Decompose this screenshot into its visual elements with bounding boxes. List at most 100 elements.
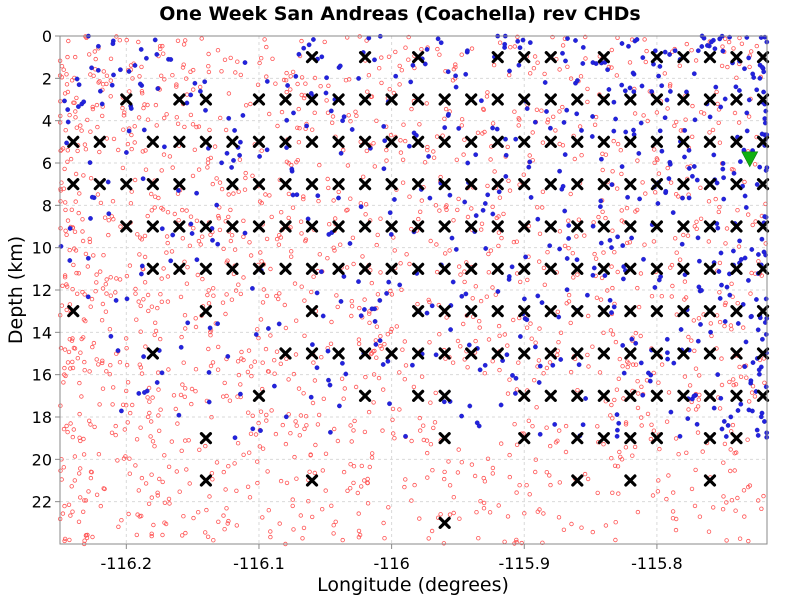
red-circle-point bbox=[363, 202, 369, 207]
red-circle-point bbox=[114, 276, 119, 281]
blue-dot-point bbox=[754, 427, 760, 433]
blue-dot-point bbox=[652, 48, 658, 54]
red-circle-point bbox=[188, 69, 193, 74]
red-circle-point bbox=[219, 186, 225, 192]
black-x-point bbox=[120, 220, 133, 233]
blue-dot-point bbox=[749, 247, 755, 252]
red-circle-point bbox=[182, 394, 187, 399]
blue-dot-point bbox=[575, 78, 580, 83]
black-x-point bbox=[597, 262, 610, 275]
blue-dot-point bbox=[548, 125, 553, 131]
red-circle-point bbox=[170, 72, 175, 78]
red-circle-point bbox=[63, 127, 68, 133]
black-x-point bbox=[571, 178, 584, 191]
red-circle-point bbox=[392, 436, 397, 441]
red-circle-point bbox=[248, 253, 254, 258]
blue-dot-point bbox=[754, 182, 760, 187]
red-circle-point bbox=[469, 206, 474, 211]
red-circle-point bbox=[557, 67, 562, 72]
red-circle-point bbox=[338, 242, 343, 247]
red-circle-point bbox=[65, 148, 70, 153]
red-circle-point bbox=[79, 128, 84, 133]
red-circle-point bbox=[632, 444, 638, 450]
red-circle-point bbox=[210, 286, 216, 291]
blue-dot-point bbox=[662, 115, 668, 121]
red-circle-point bbox=[79, 394, 84, 399]
red-circle-point bbox=[482, 129, 487, 135]
black-x-point bbox=[438, 262, 451, 275]
red-circle-point bbox=[217, 205, 222, 210]
red-circle-point bbox=[458, 272, 463, 277]
red-circle-point bbox=[592, 251, 597, 257]
black-x-point bbox=[703, 178, 717, 191]
blue-dot-point bbox=[448, 327, 453, 332]
blue-dot-point bbox=[682, 128, 688, 133]
red-circle-point bbox=[642, 37, 647, 42]
red-circle-point bbox=[276, 242, 282, 247]
red-circle-point bbox=[693, 467, 698, 473]
black-x-point bbox=[544, 347, 557, 360]
red-circle-point bbox=[206, 288, 211, 293]
red-circle-point bbox=[176, 217, 181, 223]
black-x-point bbox=[624, 389, 637, 402]
red-circle-point bbox=[161, 266, 166, 271]
red-circle-point bbox=[241, 452, 246, 457]
red-circle-point bbox=[264, 293, 270, 299]
red-circle-point bbox=[250, 413, 255, 418]
red-circle-point bbox=[158, 73, 164, 78]
blue-dot-point bbox=[528, 195, 534, 200]
black-x-point bbox=[358, 178, 372, 191]
red-circle-point bbox=[85, 117, 90, 123]
red-circle-point bbox=[220, 300, 226, 305]
blue-dot-point bbox=[124, 150, 129, 155]
blue-dot-point bbox=[377, 298, 383, 303]
blue-dot-point bbox=[699, 288, 704, 293]
red-circle-point bbox=[560, 104, 565, 110]
red-circle-point bbox=[197, 447, 202, 452]
blue-dot-point bbox=[619, 82, 625, 88]
red-circle-point bbox=[478, 499, 483, 504]
black-x-point bbox=[67, 135, 80, 148]
red-circle-point bbox=[409, 106, 414, 112]
red-circle-point bbox=[319, 355, 324, 360]
blue-dot-point bbox=[324, 75, 329, 81]
red-circle-point bbox=[150, 395, 155, 400]
red-circle-point bbox=[69, 78, 75, 83]
red-circle-point bbox=[106, 232, 111, 238]
red-circle-point bbox=[378, 270, 383, 275]
red-circle-point bbox=[673, 436, 679, 441]
red-circle-point bbox=[205, 534, 211, 539]
blue-dot-point bbox=[410, 62, 416, 68]
black-x-point bbox=[146, 135, 159, 148]
red-circle-point bbox=[425, 450, 430, 456]
red-circle-point bbox=[70, 287, 75, 292]
red-circle-point bbox=[78, 350, 83, 355]
blue-dot-point bbox=[560, 183, 566, 189]
red-circle-point bbox=[226, 192, 231, 197]
red-circle-point bbox=[617, 449, 622, 455]
red-circle-point bbox=[64, 72, 69, 77]
red-circle-point bbox=[301, 194, 306, 199]
red-circle-point bbox=[541, 371, 546, 376]
red-circle-point bbox=[429, 528, 435, 534]
blue-dot-point bbox=[670, 210, 676, 215]
red-circle-point bbox=[75, 148, 80, 154]
red-circle-point bbox=[200, 276, 205, 282]
red-circle-point bbox=[224, 506, 229, 511]
blue-dot-point bbox=[194, 190, 199, 196]
red-circle-point bbox=[642, 242, 647, 247]
black-x-point bbox=[571, 432, 584, 445]
red-circle-point bbox=[108, 78, 113, 83]
red-circle-point bbox=[277, 521, 282, 526]
red-circle-point bbox=[103, 282, 108, 287]
red-circle-point bbox=[759, 506, 764, 511]
blue-dot-point bbox=[701, 35, 707, 41]
blue-dot-point bbox=[296, 51, 302, 57]
blue-dot-point bbox=[550, 362, 556, 368]
red-circle-point bbox=[312, 110, 317, 115]
red-circle-point bbox=[257, 60, 262, 66]
black-x-point bbox=[465, 347, 478, 360]
red-circle-point bbox=[478, 298, 484, 304]
black-x-point bbox=[438, 516, 451, 529]
red-circle-point bbox=[195, 510, 201, 515]
